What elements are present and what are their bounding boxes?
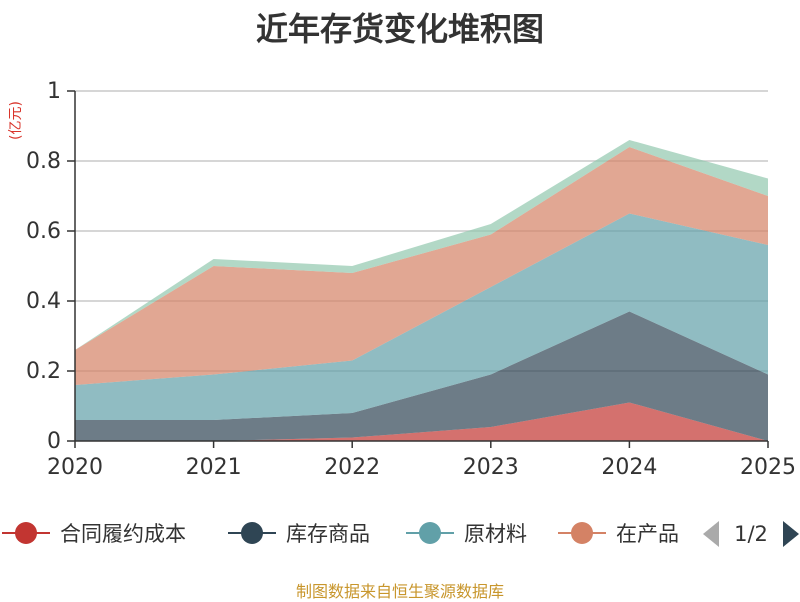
area-series [75,140,768,441]
x-tick-label: 2024 [601,455,657,480]
legend-label: 合同履约成本 [60,522,186,546]
source-note: 制图数据来自恒生聚源数据库 [295,582,504,601]
x-tick-label: 2025 [740,455,796,480]
x-tick-label: 2022 [324,455,380,480]
y-tick-label: 0 [47,429,61,454]
y-tick-label: 0.2 [26,359,61,384]
legend-swatch-marker [15,522,37,544]
legend-swatch-marker [241,522,263,544]
legend-swatch-marker [419,522,441,544]
y-tick-label: 0.4 [26,289,61,314]
legend-swatch-marker [571,522,593,544]
x-tick-label: 2020 [47,455,103,480]
y-tick-label: 1 [47,79,61,104]
x-tick-label: 2021 [186,455,242,480]
area-series-2 [75,213,768,420]
legend-next-icon[interactable] [783,521,799,547]
legend-page-indicator: 1/2 [734,522,768,546]
chart-title: 近年存货变化堆积图 [255,10,544,48]
y-tick-label: 0.8 [26,149,61,174]
x-tick-label: 2023 [463,455,519,480]
area-series-0 [75,402,768,441]
area-series-1 [75,311,768,441]
y-unit-label: (亿元) [8,101,24,140]
legend-pager: 1/2 [703,521,799,547]
axes: 0 0.2 0.4 0.6 0.8 1 2020 2021 2022 2023 2024 2025 [26,79,796,480]
legend-prev-icon[interactable] [703,521,719,547]
area-series-3 [75,147,768,385]
legend: 合同履约成本 库存商品 原材料 在产品 [2,522,679,546]
legend-label: 库存商品 [286,522,370,546]
area-series-4 [75,140,768,350]
legend-label: 在产品 [616,522,679,546]
legend-label: 原材料 [464,522,527,546]
y-tick-label: 0.6 [26,219,61,244]
